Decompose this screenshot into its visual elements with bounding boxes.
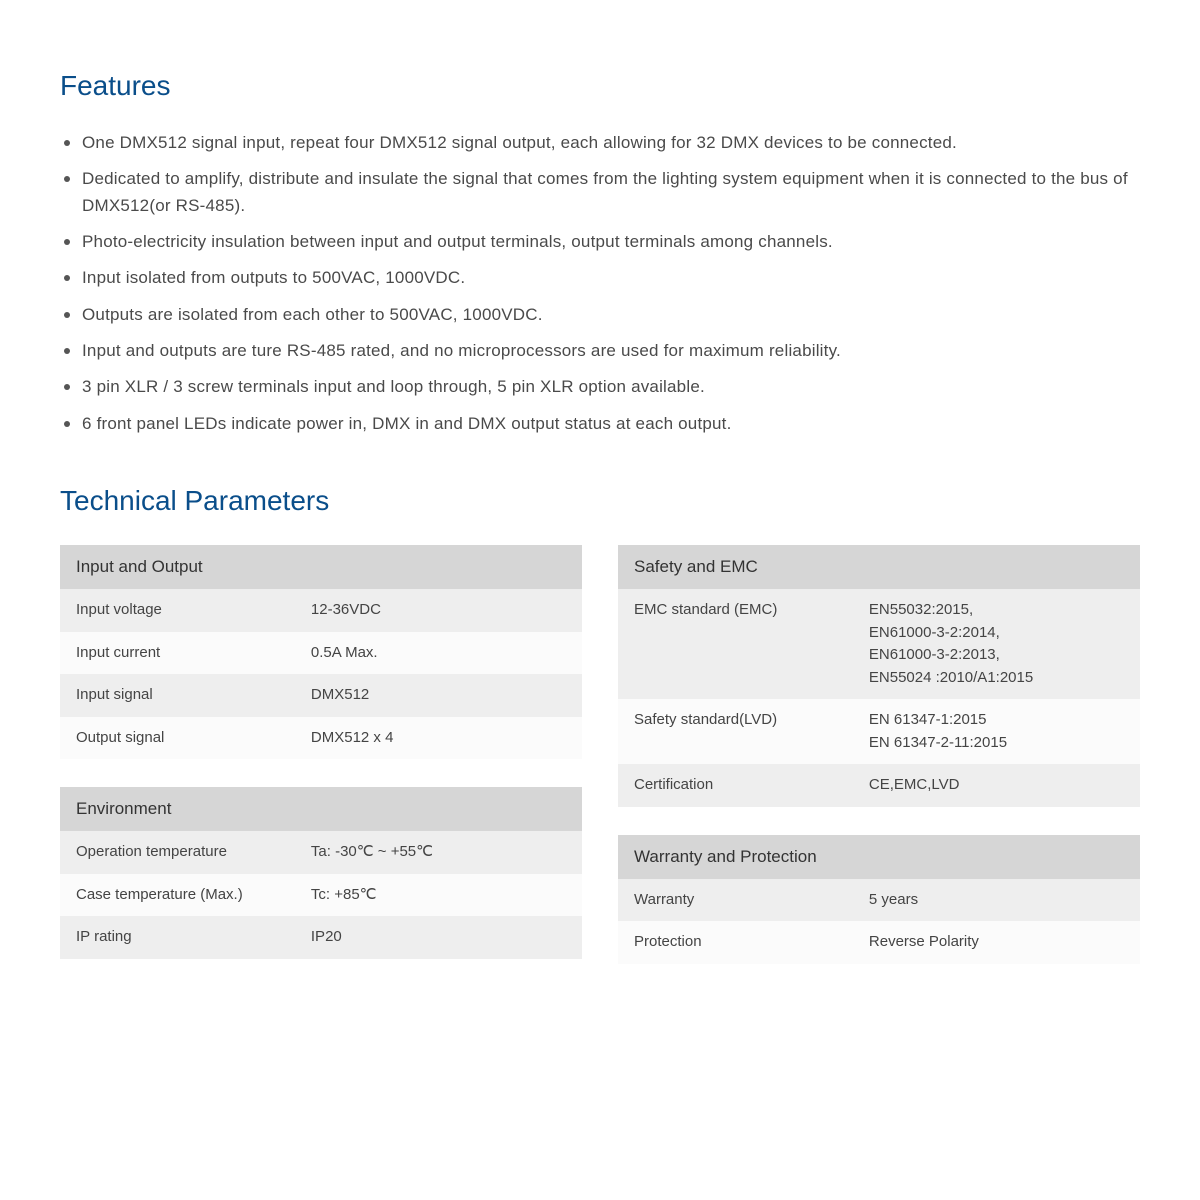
param-value: CE,EMC,LVD (853, 764, 1140, 807)
table-row: EMC standard (EMC)EN55032:2015, EN61000-… (618, 589, 1140, 699)
param-label: Operation temperature (60, 831, 295, 874)
warranty-table: Warranty and Protection Warranty5 years … (618, 835, 1140, 964)
table-row: Warranty5 years (618, 879, 1140, 922)
param-value: 5 years (853, 879, 1140, 922)
param-label: Case temperature (Max.) (60, 874, 295, 917)
param-label: Warranty (618, 879, 853, 922)
safety-table: Safety and EMC EMC standard (EMC)EN55032… (618, 545, 1140, 807)
feature-item: One DMX512 signal input, repeat four DMX… (60, 130, 1140, 156)
param-label: Safety standard(LVD) (618, 699, 853, 764)
param-label: Protection (618, 921, 853, 964)
param-value: Ta: -30℃ ~ +55℃ (295, 831, 582, 874)
param-label: Output signal (60, 717, 295, 760)
param-value: 0.5A Max. (295, 632, 582, 675)
table-row: Input current0.5A Max. (60, 632, 582, 675)
param-label: IP rating (60, 916, 295, 959)
technical-tables-container: Input and Output Input voltage12-36VDC I… (60, 545, 1140, 992)
param-value: Reverse Polarity (853, 921, 1140, 964)
param-label: EMC standard (EMC) (618, 589, 853, 699)
feature-item: 3 pin XLR / 3 screw terminals input and … (60, 374, 1140, 400)
param-value: DMX512 (295, 674, 582, 717)
feature-item: Input isolated from outputs to 500VAC, 1… (60, 265, 1140, 291)
feature-item: 6 front panel LEDs indicate power in, DM… (60, 411, 1140, 437)
io-table: Input and Output Input voltage12-36VDC I… (60, 545, 582, 759)
param-label: Certification (618, 764, 853, 807)
table-row: Safety standard(LVD)EN 61347-1:2015 EN 6… (618, 699, 1140, 764)
param-value: IP20 (295, 916, 582, 959)
param-value: DMX512 x 4 (295, 717, 582, 760)
param-value: EN55032:2015, EN61000-3-2:2014, EN61000-… (853, 589, 1140, 699)
param-value: Tc: +85℃ (295, 874, 582, 917)
feature-item: Photo-electricity insulation between inp… (60, 229, 1140, 255)
table-row: IP ratingIP20 (60, 916, 582, 959)
feature-item: Dedicated to amplify, distribute and ins… (60, 166, 1140, 219)
technical-heading: Technical Parameters (60, 485, 1140, 517)
table-row: Case temperature (Max.)Tc: +85℃ (60, 874, 582, 917)
env-table: Environment Operation temperatureTa: -30… (60, 787, 582, 959)
param-label: Input current (60, 632, 295, 675)
table-row: Operation temperatureTa: -30℃ ~ +55℃ (60, 831, 582, 874)
feature-item: Outputs are isolated from each other to … (60, 302, 1140, 328)
safety-table-header: Safety and EMC (618, 545, 1140, 589)
param-value: EN 61347-1:2015 EN 61347-2-11:2015 (853, 699, 1140, 764)
right-column: Safety and EMC EMC standard (EMC)EN55032… (618, 545, 1140, 992)
table-row: Input voltage12-36VDC (60, 589, 582, 632)
param-label: Input signal (60, 674, 295, 717)
table-row: Output signalDMX512 x 4 (60, 717, 582, 760)
io-table-header: Input and Output (60, 545, 582, 589)
features-list: One DMX512 signal input, repeat four DMX… (60, 130, 1140, 437)
table-row: ProtectionReverse Polarity (618, 921, 1140, 964)
table-row: Input signalDMX512 (60, 674, 582, 717)
features-heading: Features (60, 70, 1140, 102)
left-column: Input and Output Input voltage12-36VDC I… (60, 545, 582, 992)
env-table-header: Environment (60, 787, 582, 831)
feature-item: Input and outputs are ture RS-485 rated,… (60, 338, 1140, 364)
table-row: CertificationCE,EMC,LVD (618, 764, 1140, 807)
warranty-table-header: Warranty and Protection (618, 835, 1140, 879)
param-value: 12-36VDC (295, 589, 582, 632)
param-label: Input voltage (60, 589, 295, 632)
